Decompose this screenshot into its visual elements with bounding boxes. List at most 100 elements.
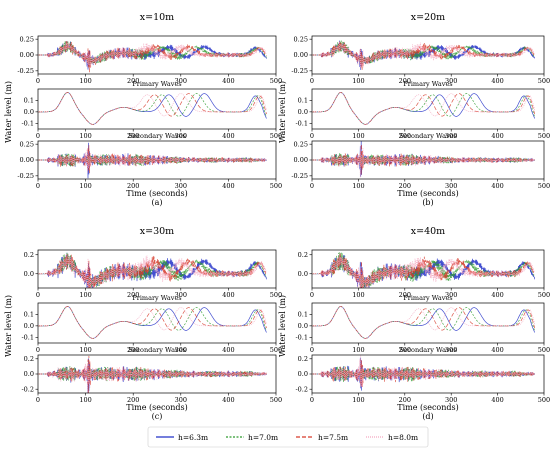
subplot-total: 0.25 0.00 -0.250 100 200 300 400 500 (291, 35, 550, 85)
series-line-h-7_0m (38, 92, 267, 125)
subplot-total: 0.25 0.00 -0.250 100 200 300 400 500 (17, 35, 282, 85)
x-axis-label: Time (seconds) (126, 403, 188, 412)
y-axis-label: Water level (m) (4, 81, 13, 143)
y-tick-label: 0.0 (24, 370, 34, 378)
y-tick-label: 0.0 (298, 270, 308, 278)
x-tick-label: 400 (222, 132, 234, 140)
panel-c: x=30m 0.2 0.0 0 100 200 300 400 500 Primary Waves… (4, 226, 282, 421)
panel-title: x=20m (411, 12, 445, 23)
y-tick-label: -0.2 (21, 385, 34, 393)
x-tick-label: 300 (175, 396, 187, 404)
y-tick-label: -0.1 (295, 119, 308, 127)
x-tick-label: 300 (175, 291, 187, 299)
x-tick-label: 400 (491, 182, 503, 190)
subplot-label: Secondary Waves (128, 346, 186, 354)
y-tick-label: 0.1 (298, 97, 308, 105)
subplot-frame (37, 88, 277, 130)
panel-d: x=40m 0.2 0.0 0 100 200 300 400 500 Primary Waves… (278, 226, 550, 421)
x-tick-label: 200 (127, 346, 139, 354)
y-tick-label: -0.25 (17, 67, 34, 75)
y-tick-label: 0.0 (24, 270, 34, 278)
x-tick-label: 100 (352, 346, 364, 354)
subplot-total: 0.2 0.0 0 100 200 300 400 500 (298, 249, 550, 299)
y-tick-label: -0.25 (291, 67, 308, 75)
series-lines (38, 40, 267, 73)
series-line-h-7_5m (38, 145, 267, 174)
x-tick-label: 300 (175, 77, 187, 85)
x-tick-label: 100 (352, 77, 364, 85)
x-tick-label: 400 (222, 291, 234, 299)
series-line-h-8_0m (38, 253, 267, 288)
series-line-h-8_0m (38, 363, 267, 393)
x-tick-label: 0 (310, 396, 314, 404)
series-lines (312, 92, 536, 125)
x-tick-label: 400 (222, 346, 234, 354)
series-line-h-8_0m (312, 41, 535, 69)
x-tick-label: 0 (310, 182, 314, 190)
x-tick-label: 0 (36, 396, 40, 404)
subplot-frame (311, 249, 545, 289)
series-lines (38, 92, 267, 125)
y-tick-label: 0.2 (298, 251, 308, 259)
series-line-h-7_5m (38, 41, 267, 73)
subplot-frame (37, 249, 277, 289)
x-tick-label: 400 (491, 396, 503, 404)
legend-entry: h=7.0m (248, 433, 278, 442)
x-tick-label: 500 (270, 132, 282, 140)
subplot-label: Secondary Waves (399, 346, 457, 354)
series-line-h-7_5m (312, 144, 535, 176)
subplot-label: Secondary Waves (399, 132, 457, 140)
x-tick-label: 300 (175, 132, 187, 140)
x-axis-label: Time (seconds) (126, 189, 188, 198)
y-tick-label: 0.0 (298, 108, 308, 116)
series-lines (38, 306, 267, 339)
legend: h=6.3m h=7.0m h=7.5m h=8.0m (147, 426, 429, 448)
legend-entry: h=7.5m (318, 433, 348, 442)
subplot-label: Primary Waves (132, 294, 181, 302)
series-line-h-8_0m (312, 355, 536, 388)
x-tick-label: 300 (445, 291, 457, 299)
x-axis-label: Time (seconds) (397, 189, 459, 198)
y-tick-label: 0.00 (20, 156, 34, 164)
x-tick-label: 500 (538, 396, 550, 404)
x-tick-label: 500 (538, 291, 550, 299)
x-tick-label: 100 (79, 182, 91, 190)
series-line-h-7_0m (38, 252, 267, 288)
legend-entry: h=8.0m (388, 433, 418, 442)
y-tick-label: 0.00 (294, 51, 308, 59)
subplot-label: Primary Waves (403, 294, 452, 302)
y-tick-label: 0.2 (24, 355, 34, 363)
x-tick-label: 200 (127, 77, 139, 85)
y-axis-label: Water level (m) (278, 81, 287, 143)
y-tick-label: 0.0 (24, 108, 34, 116)
x-tick-label: 100 (79, 77, 91, 85)
x-tick-label: 100 (352, 182, 364, 190)
x-tick-label: 100 (352, 291, 364, 299)
x-tick-label: 500 (538, 77, 550, 85)
x-tick-label: 200 (399, 291, 411, 299)
x-tick-label: 100 (79, 346, 91, 354)
y-tick-label: -0.1 (21, 333, 34, 341)
series-line-h-7_0m (38, 41, 267, 65)
x-tick-label: 0 (36, 346, 40, 354)
series-line-h-8_0m (38, 149, 267, 173)
x-tick-label: 400 (491, 346, 503, 354)
x-tick-label: 200 (399, 132, 411, 140)
series-lines (312, 355, 536, 391)
y-tick-label: 0.25 (294, 35, 308, 43)
x-tick-label: 300 (445, 132, 457, 140)
subplot-label: Primary Waves (132, 80, 181, 88)
subplot-frame (311, 302, 545, 344)
x-tick-label: 0 (36, 182, 40, 190)
x-tick-label: 300 (445, 396, 457, 404)
legend-frame (147, 426, 429, 448)
y-tick-label: 0.1 (298, 311, 308, 319)
x-tick-label: 200 (399, 77, 411, 85)
y-tick-label: 0.0 (24, 322, 34, 330)
